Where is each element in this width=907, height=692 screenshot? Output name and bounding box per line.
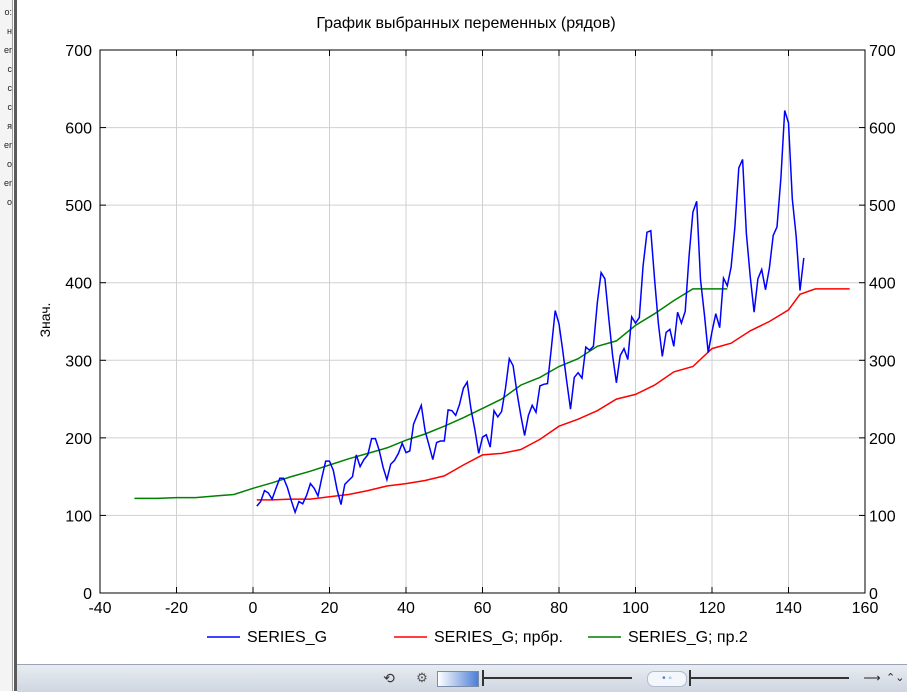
y-tick-label-left: 200: [65, 431, 92, 448]
x-tick-label: -20: [165, 600, 188, 617]
x-tick-label: 160: [852, 600, 879, 617]
y-tick-label-left: 100: [65, 508, 92, 525]
x-tick-label: 0: [249, 600, 258, 617]
y-tick-label-right: 0: [869, 586, 878, 603]
y-tick-label-right: 500: [869, 198, 896, 215]
line-chart: График выбранных переменных (рядов) Знач…: [37, 15, 896, 646]
left-panel-fragment: c: [7, 64, 13, 74]
series-line-0: [256, 110, 805, 515]
y-tick-label-right: 400: [869, 276, 896, 293]
bottom-toolbar: ⟲ ⚙ • ◦ ⟶ ⌃⌄: [17, 664, 907, 692]
chart-area: График выбранных переменных (рядов) Знач…: [17, 0, 907, 664]
y-tick-label-right: 200: [869, 431, 896, 448]
legend-label: SERIES_G: [247, 629, 327, 646]
y-tick-label-right: 300: [869, 353, 896, 370]
series-line-2: [134, 288, 728, 500]
left-panel-fragment: н: [7, 26, 12, 36]
expand-collapse-icon[interactable]: ⌃⌄: [886, 672, 905, 684]
left-panel-fragment: я: [7, 121, 12, 131]
y-tick-label-right: 700: [869, 43, 896, 60]
x-tick-label: 20: [321, 600, 339, 617]
x-tick-label: 40: [397, 600, 415, 617]
left-panel-fragment: о: [6, 159, 12, 169]
scroll-slider-track[interactable]: [689, 677, 849, 679]
series-line-1: [256, 288, 850, 501]
x-tick-label: 100: [622, 600, 649, 617]
left-panel-fragment: c: [7, 102, 13, 112]
x-tick-label: 140: [775, 600, 802, 617]
y-tick-label-left: 0: [83, 586, 92, 603]
series-lines: [134, 110, 850, 515]
y-axis-label: Знач.: [37, 303, 53, 338]
left-panel-fragment: er: [3, 45, 12, 55]
left-panel-fragment: er: [3, 140, 12, 150]
x-tick-label: -40: [88, 600, 111, 617]
gear-icon[interactable]: ⚙: [416, 670, 428, 685]
left-panel-fragment: c: [7, 83, 13, 93]
dots-icon[interactable]: • ◦: [647, 671, 687, 687]
refresh-icon[interactable]: ⟲: [383, 670, 395, 686]
legend-label: SERIES_G; прбр.: [434, 629, 563, 646]
left-panel-fragment: о: [6, 197, 12, 207]
color-gradient-slider[interactable]: [437, 671, 479, 687]
left-panel-fragment: о:: [4, 7, 12, 17]
arrow-right-icon[interactable]: ⟶: [863, 671, 881, 685]
legend-label: SERIES_G; пр.2: [628, 629, 748, 646]
y-tick-label-right: 600: [869, 121, 896, 138]
zoom-slider-track[interactable]: [482, 677, 632, 679]
chart-title: График выбранных переменных (рядов): [316, 15, 615, 32]
y-tick-label-left: 300: [65, 353, 92, 370]
y-tick-label-right: 100: [869, 508, 896, 525]
y-tick-label-left: 600: [65, 121, 92, 138]
y-tick-label-left: 700: [65, 43, 92, 60]
x-tick-label: 60: [474, 600, 492, 617]
y-tick-label-left: 400: [65, 276, 92, 293]
legend: SERIES_G SERIES_G; прбр. SERIES_G; пр.2: [207, 629, 748, 646]
y-tick-label-left: 500: [65, 198, 92, 215]
x-tick-label: 120: [699, 600, 726, 617]
grid-lines: [100, 50, 865, 593]
left-panel-strip: о: н er c c c я er о er о: [0, 0, 13, 691]
left-panel-fragment: er: [3, 178, 12, 188]
x-tick-label: 80: [550, 600, 568, 617]
left-panel-border[interactable]: [14, 0, 17, 691]
